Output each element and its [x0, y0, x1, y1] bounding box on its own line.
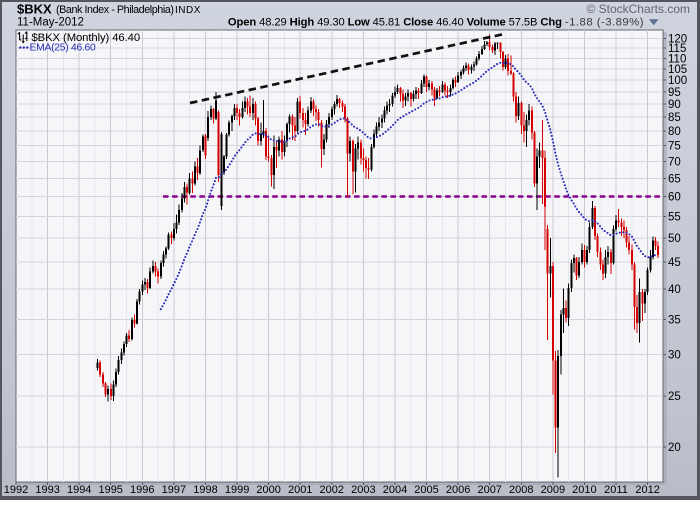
- svg-text:35: 35: [668, 314, 681, 326]
- svg-text:70: 70: [668, 156, 681, 168]
- svg-text:1996: 1996: [130, 484, 154, 496]
- svg-text:2011: 2011: [604, 484, 628, 496]
- svg-text:2008: 2008: [509, 484, 533, 496]
- svg-text:110: 110: [668, 53, 686, 65]
- svg-text:1997: 1997: [162, 484, 186, 496]
- svg-text:2009: 2009: [541, 484, 565, 496]
- svg-text:2001: 2001: [288, 484, 312, 496]
- svg-text:1998: 1998: [193, 484, 217, 496]
- svg-text:60: 60: [668, 192, 681, 204]
- svg-text:1993: 1993: [35, 484, 59, 496]
- svg-text:1994: 1994: [67, 484, 91, 496]
- svg-text:25: 25: [668, 391, 681, 403]
- svg-text:115: 115: [668, 43, 686, 55]
- svg-text:65: 65: [668, 173, 681, 185]
- svg-text:2004: 2004: [383, 484, 407, 496]
- svg-text:20: 20: [668, 442, 681, 454]
- svg-text:120: 120: [668, 34, 687, 46]
- svg-text:1999: 1999: [225, 484, 249, 496]
- svg-text:2006: 2006: [446, 484, 470, 496]
- svg-text:2003: 2003: [351, 484, 375, 496]
- svg-text:© StockCharts.com: © StockCharts.com: [586, 2, 690, 16]
- svg-text:11-May-2012: 11-May-2012: [17, 17, 84, 29]
- svg-text:(Bank Index - Philadelphia): (Bank Index - Philadelphia): [56, 4, 174, 16]
- svg-text:105: 105: [668, 64, 687, 76]
- svg-text:1995: 1995: [98, 484, 122, 496]
- svg-text:2002: 2002: [320, 484, 344, 496]
- svg-text:2000: 2000: [256, 484, 280, 496]
- svg-text:EMA(25) 46.60: EMA(25) 46.60: [30, 43, 97, 54]
- svg-text:2007: 2007: [477, 484, 501, 496]
- svg-text:100: 100: [668, 75, 687, 87]
- svg-text:INDX: INDX: [175, 5, 201, 16]
- svg-text:Open 48.29 High 49.30 Low 45.8: Open 48.29 High 49.30 Low 45.81 Close 46…: [228, 17, 644, 29]
- svg-text:2012: 2012: [635, 484, 659, 496]
- svg-text:40: 40: [668, 284, 681, 296]
- svg-text:75: 75: [668, 141, 681, 153]
- svg-text:50: 50: [668, 233, 681, 245]
- svg-text:30: 30: [668, 350, 681, 362]
- svg-text:95: 95: [668, 87, 681, 99]
- svg-text:80: 80: [668, 126, 681, 138]
- svg-text:1992: 1992: [4, 484, 28, 496]
- svg-text:$BKX: $BKX: [17, 2, 52, 17]
- svg-text:90: 90: [668, 99, 681, 111]
- svg-text:45: 45: [668, 257, 681, 269]
- svg-text:55: 55: [668, 211, 681, 223]
- svg-text:2005: 2005: [414, 484, 438, 496]
- svg-text:$BKX (Monthly) 46.40: $BKX (Monthly) 46.40: [32, 32, 141, 44]
- svg-text:85: 85: [668, 112, 681, 124]
- svg-text:2010: 2010: [572, 484, 596, 496]
